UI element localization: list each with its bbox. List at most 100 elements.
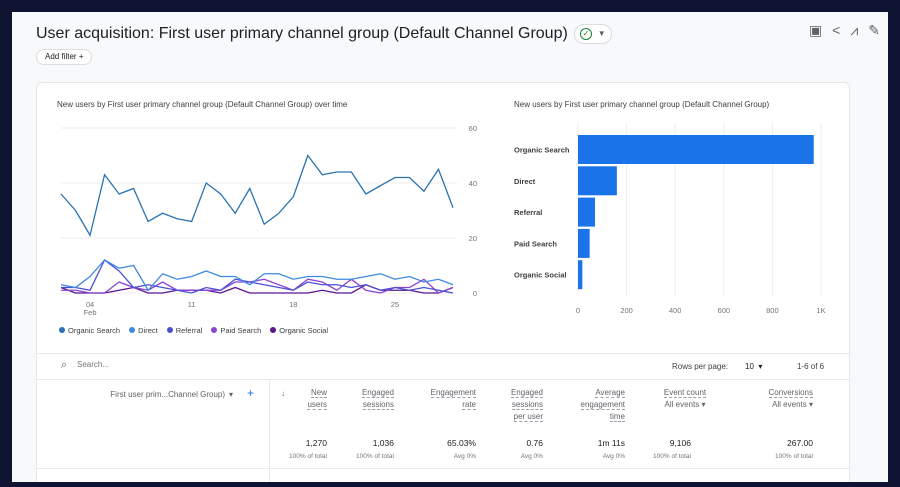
column-total-sub: 100% of total [356, 453, 394, 460]
column-header-label: Engaged [510, 388, 543, 398]
bar-chart-title: New users by First user primary channel … [514, 100, 770, 109]
x-tick-label: 200 [620, 306, 633, 315]
column-header[interactable]: New users [265, 387, 327, 411]
column-header-label: sessions [362, 400, 394, 410]
x-tick-label: 04 [86, 300, 94, 309]
y-tick-label: 0 [473, 289, 477, 298]
line-chart-legend: Organic Search Direct Referral Paid Search O… [59, 326, 328, 335]
check-circle-icon: ✓ [579, 28, 592, 40]
column-header-label: Average [595, 388, 625, 398]
category-label: Direct [514, 177, 536, 186]
column-header-label: Engagement [430, 388, 476, 398]
column-event-filter[interactable]: All events [664, 400, 700, 409]
legend-item[interactable]: Referral [166, 326, 203, 335]
add-filter-label: Add filter [45, 52, 77, 61]
legend-item[interactable]: Organic Search [59, 326, 120, 335]
column-header-label: sessions [511, 400, 543, 410]
column-header-label: Conversions [768, 388, 813, 398]
column-divider [269, 379, 270, 482]
legend-dot-icon [211, 327, 218, 333]
pagination-range: 1-6 of 6 [797, 362, 825, 371]
column-header-label: engagement [580, 400, 625, 410]
series-line-referral [61, 259, 454, 294]
column-header-label: per user [513, 412, 543, 422]
chevron-down-icon: ▾ [808, 400, 813, 409]
column-header[interactable]: Engagement rate [414, 387, 476, 411]
column-total-sub: 100% of total [775, 453, 813, 460]
column-total: 0.76 [526, 438, 543, 448]
category-label: Organic Social [514, 271, 567, 280]
legend-item[interactable]: Direct [129, 326, 158, 335]
share-icon[interactable]: < [832, 22, 841, 38]
rows-per-page-value: 10 [745, 362, 754, 371]
title-row: User acquisition: First user primary cha… [36, 24, 612, 44]
divider [37, 379, 851, 380]
x-tick-label: 0 [576, 306, 580, 315]
edit-icon[interactable]: ✎ [868, 22, 880, 38]
y-tick-label: 40 [469, 179, 477, 188]
add-dimension-icon[interactable]: + [247, 386, 255, 400]
column-header[interactable]: Average engagement time [563, 387, 625, 423]
x-tick-label: 800 [766, 306, 779, 315]
x-tick-label: 1K [816, 306, 825, 315]
legend-item[interactable]: Organic Social [270, 326, 328, 335]
x-tick-label: 400 [669, 306, 682, 315]
column-header[interactable]: Engaged sessions per user [481, 387, 543, 423]
column-header-label: Engaged [361, 388, 394, 398]
legend-label: Organic Social [279, 326, 329, 335]
column-header-label: time [609, 412, 625, 422]
category-label: Organic Search [514, 146, 570, 155]
legend-item[interactable]: Paid Search [211, 326, 261, 335]
legend-label: Paid Search [220, 326, 262, 335]
dimension-header[interactable]: First user prim...Channel Group) [110, 390, 225, 399]
legend-label: Organic Search [68, 326, 121, 335]
series-line-organic-search [60, 154, 454, 237]
series-line-direct [60, 259, 454, 292]
y-tick-label: 20 [469, 234, 477, 243]
bar-organic-search [578, 135, 814, 164]
plus-icon: + [78, 52, 84, 61]
status-menu[interactable]: ✓ ▼ [573, 24, 612, 44]
x-tick-label: 11 [188, 300, 196, 309]
divider [37, 353, 851, 354]
legend-label: Referral [175, 326, 203, 335]
column-total-sub: Avg 0% [520, 453, 543, 460]
sort-desc-icon[interactable]: ↓ [281, 389, 285, 398]
search-icon: ⌕ [61, 359, 68, 371]
column-total: 1m 11s [597, 438, 625, 448]
category-label: Paid Search [514, 239, 557, 248]
column-header[interactable]: Engaged sessions [332, 387, 394, 411]
bar-chart: 0 200 400 600 800 1K Organic Search Direct Refer… [514, 123, 826, 315]
chevron-down-icon: ▼ [597, 29, 606, 38]
bar-organic-social [578, 260, 583, 290]
column-total-sub: 100% of total [289, 453, 327, 460]
add-filter-button[interactable]: Add filter + [36, 49, 93, 65]
x-tick-label: 600 [718, 306, 731, 315]
dimension-dropdown-icon[interactable]: ▾ [229, 390, 234, 399]
column-header[interactable]: Conversions All events ▾ [751, 387, 813, 411]
category-label: Referral [514, 208, 542, 217]
column-total-sub: Avg 0% [453, 453, 476, 460]
column-event-filter[interactable]: All events [772, 400, 807, 409]
column-total-sub: 100% of total [653, 453, 691, 460]
bar-direct [578, 166, 617, 196]
x-tick-label: 18 [289, 300, 297, 309]
column-header-label: New [310, 388, 327, 398]
legend-dot-icon [270, 327, 277, 333]
legend-label: Direct [138, 326, 158, 335]
line-chart-title: New users by First user primary channel … [57, 100, 348, 109]
rows-per-page-label: Rows per page: [672, 362, 729, 371]
page-title: User acquisition: First user primary cha… [36, 25, 568, 42]
column-total-sub: Avg 0% [602, 453, 625, 460]
rows-per-page-select[interactable]: 10 ▾ [745, 362, 763, 371]
search-input[interactable] [77, 360, 277, 369]
bar-referral [578, 197, 596, 227]
customize-report-icon[interactable]: ▣ [808, 22, 823, 38]
report-page: User acquisition: First user primary cha… [12, 12, 888, 482]
column-header[interactable]: Event count All events ▾ [654, 387, 716, 411]
column-header-label: users [307, 400, 327, 410]
report-card: New users by First user primary channel … [36, 82, 851, 482]
legend-dot-icon [129, 327, 136, 333]
column-total: 1,270 [305, 438, 327, 448]
insights-icon[interactable]: ⩘ [850, 22, 859, 38]
